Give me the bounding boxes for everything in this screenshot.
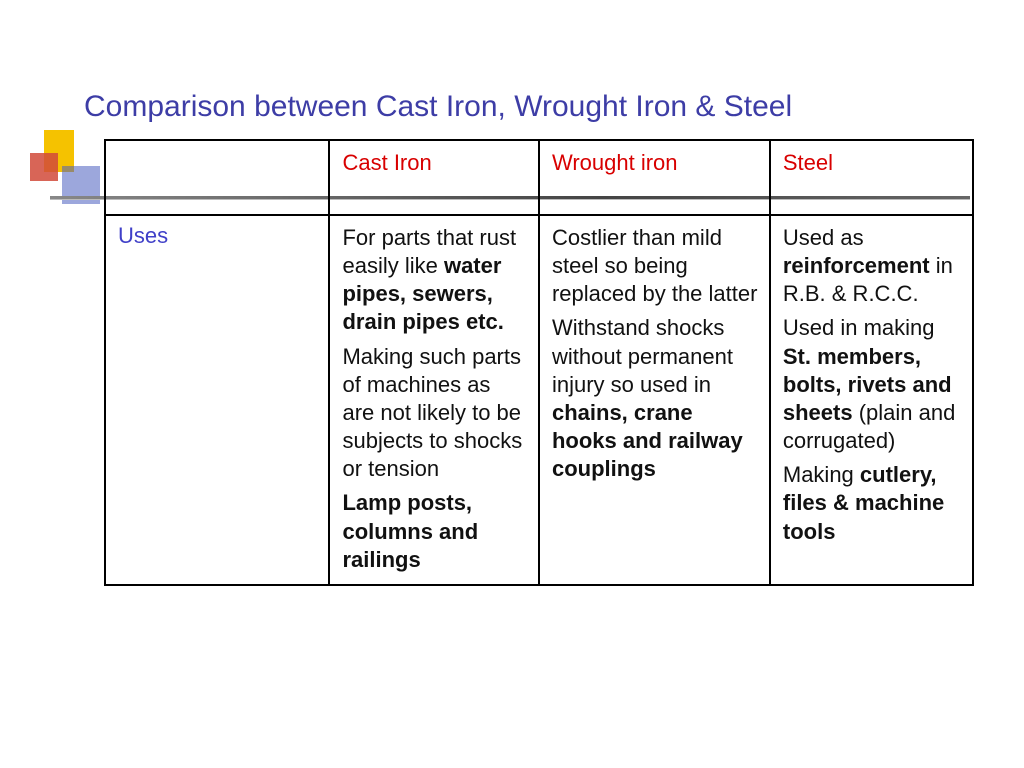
comparison-table: Cast Iron Wrought iron Steel Uses For pa… xyxy=(104,139,974,586)
logo-square-red xyxy=(30,153,58,181)
cell-cast-iron: For parts that rust easily like water pi… xyxy=(329,215,539,585)
text: Making xyxy=(783,462,860,487)
row-label-uses: Uses xyxy=(105,215,329,585)
text: Used in making xyxy=(783,315,935,340)
text: Withstand shocks without permanent injur… xyxy=(552,315,733,396)
table-header-row: Cast Iron Wrought iron Steel xyxy=(105,140,973,215)
cell-wrought-iron: Costlier than mild steel so being replac… xyxy=(539,215,770,585)
header-cast-iron: Cast Iron xyxy=(329,140,539,215)
text: Used as xyxy=(783,225,864,250)
text: Making such parts of machines as are not… xyxy=(342,344,522,482)
text-bold: Lamp posts, columns and railings xyxy=(342,490,478,571)
header-blank xyxy=(105,140,329,215)
cell-steel: Used as reinforcement in R.B. & R.C.C. U… xyxy=(770,215,973,585)
text-bold: reinforcement xyxy=(783,253,930,278)
text: Costlier than mild steel so being replac… xyxy=(552,225,757,306)
table-row: Uses For parts that rust easily like wat… xyxy=(105,215,973,585)
slide-title: Comparison between Cast Iron, Wrought Ir… xyxy=(84,90,792,124)
header-wrought-iron: Wrought iron xyxy=(539,140,770,215)
header-steel: Steel xyxy=(770,140,973,215)
text-bold: chains, crane hooks and railway coupling… xyxy=(552,400,743,481)
